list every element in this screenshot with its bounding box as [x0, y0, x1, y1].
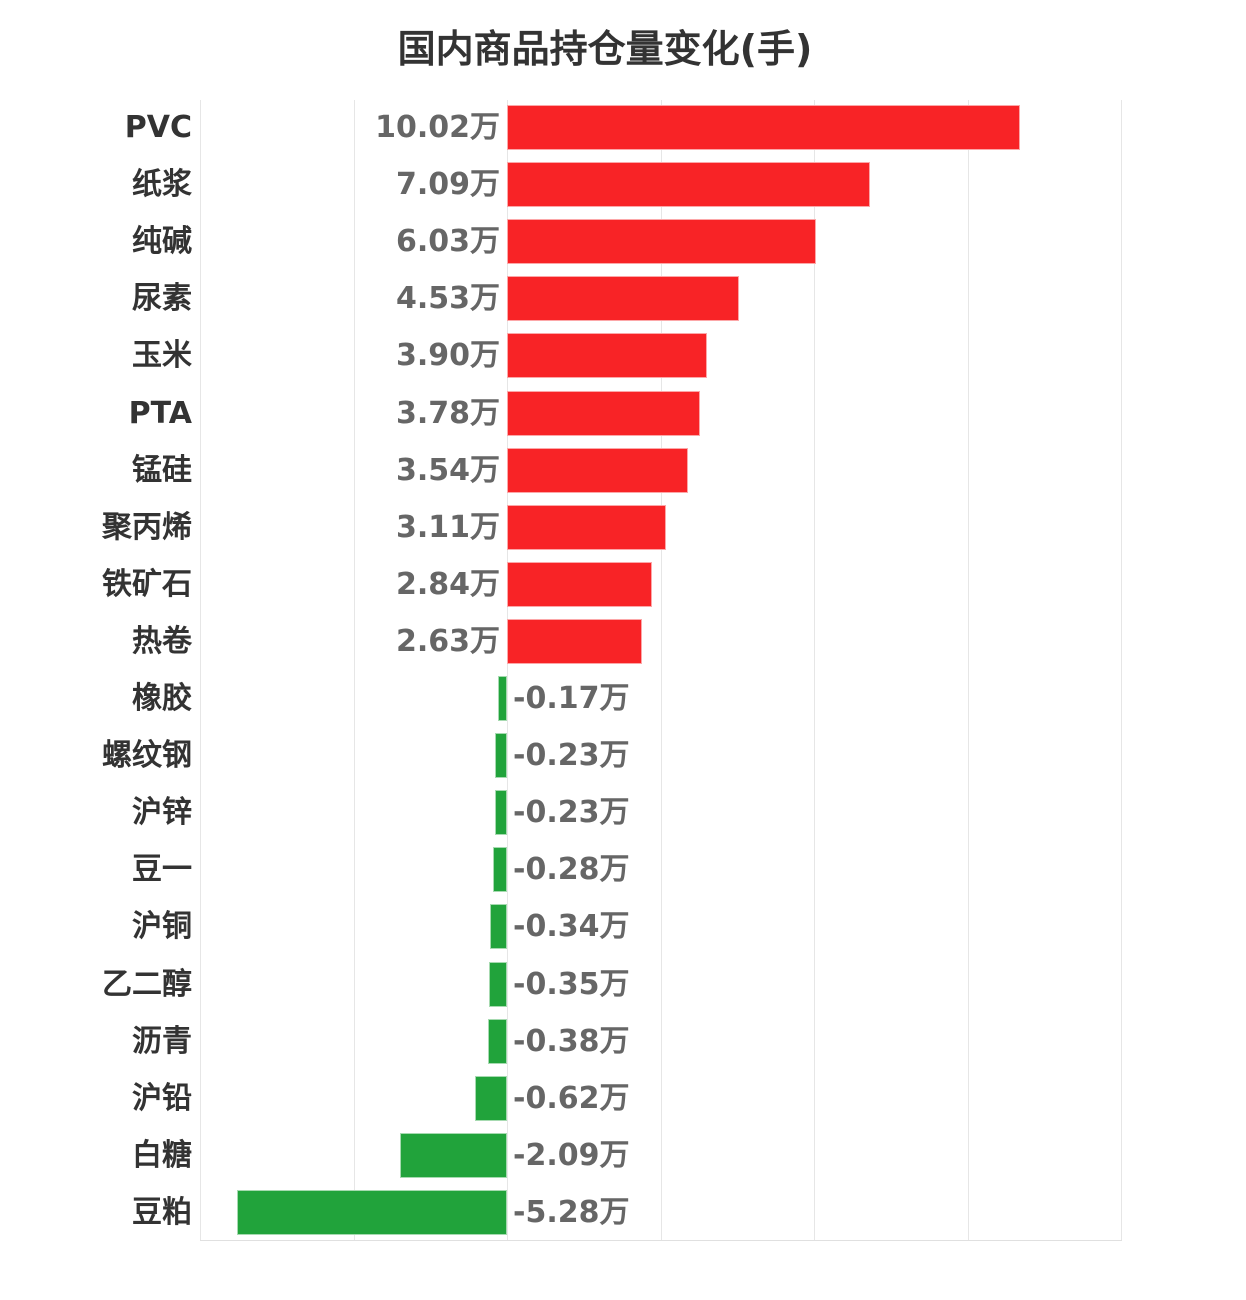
gridline [200, 100, 201, 1240]
bar-negative[interactable] [489, 904, 507, 949]
value-label: -0.17万 [513, 681, 630, 716]
category-label: PVC [124, 110, 192, 145]
category-label: 沪铅 [132, 1081, 192, 1116]
x-axis-line [200, 1240, 1122, 1241]
gridline [354, 100, 355, 1240]
category-label: 热卷 [132, 624, 192, 659]
chart-title: 国内商品持仓量变化(手) [397, 27, 813, 71]
category-label: 沪铜 [132, 909, 192, 944]
gridline [507, 100, 508, 1240]
category-label: 沥青 [132, 1024, 192, 1059]
category-label: 聚丙烯 [102, 510, 192, 545]
gridline [1121, 100, 1122, 1240]
bar-negative[interactable] [236, 1190, 507, 1235]
value-label: -0.34万 [513, 909, 630, 944]
bar-negative[interactable] [495, 733, 507, 778]
value-label: 3.90万 [395, 338, 500, 373]
value-label: 2.63万 [395, 624, 500, 659]
category-label: 白糖 [132, 1138, 192, 1173]
category-label: PTA [128, 396, 192, 431]
bar-negative[interactable] [498, 676, 507, 721]
bar-positive[interactable] [507, 505, 667, 550]
bar-positive[interactable] [507, 333, 707, 378]
value-label: 6.03万 [395, 224, 500, 259]
bar-positive[interactable] [507, 219, 816, 264]
value-label: -0.38万 [513, 1024, 630, 1059]
bar-negative[interactable] [487, 1019, 507, 1064]
bar-negative[interactable] [400, 1133, 507, 1178]
bar-negative[interactable] [475, 1076, 507, 1121]
value-label: 3.11万 [395, 510, 500, 545]
bar-positive[interactable] [507, 391, 701, 436]
value-label: -0.23万 [513, 738, 630, 773]
bar-positive[interactable] [507, 276, 739, 321]
bar-positive[interactable] [507, 162, 870, 207]
category-label: 铁矿石 [102, 567, 192, 602]
gridline [814, 100, 815, 1240]
bar-positive[interactable] [507, 562, 653, 607]
category-label: 玉米 [132, 338, 192, 373]
category-label: 纯碱 [132, 224, 192, 259]
category-label: 沪锌 [132, 795, 192, 830]
value-label: -0.62万 [513, 1081, 630, 1116]
value-label: -0.28万 [513, 852, 630, 887]
bar-positive[interactable] [507, 619, 642, 664]
category-label: 螺纹钢 [102, 738, 192, 773]
value-label: 3.78万 [395, 396, 500, 431]
gridline [661, 100, 662, 1240]
category-label: 乙二醇 [102, 967, 192, 1002]
category-label: 橡胶 [132, 681, 192, 716]
value-label: 7.09万 [395, 167, 500, 202]
value-label: -0.35万 [513, 967, 630, 1002]
value-label: -0.23万 [513, 795, 630, 830]
value-label: 2.84万 [395, 567, 500, 602]
category-label: 豆一 [132, 852, 192, 887]
value-label: -5.28万 [513, 1195, 630, 1230]
bar-positive[interactable] [507, 105, 1020, 150]
category-label: 锰硅 [132, 453, 192, 488]
bar-negative[interactable] [492, 847, 507, 892]
category-label: 豆粕 [132, 1195, 192, 1230]
value-label: 4.53万 [395, 281, 500, 316]
bar-positive[interactable] [507, 448, 689, 493]
category-label: 纸浆 [132, 167, 192, 202]
value-label: -2.09万 [513, 1138, 630, 1173]
bar-negative[interactable] [489, 962, 507, 1007]
bar-negative[interactable] [495, 790, 507, 835]
category-label: 尿素 [132, 281, 192, 316]
value-label: 10.02万 [375, 110, 500, 145]
value-label: 3.54万 [395, 453, 500, 488]
gridline [968, 100, 969, 1240]
